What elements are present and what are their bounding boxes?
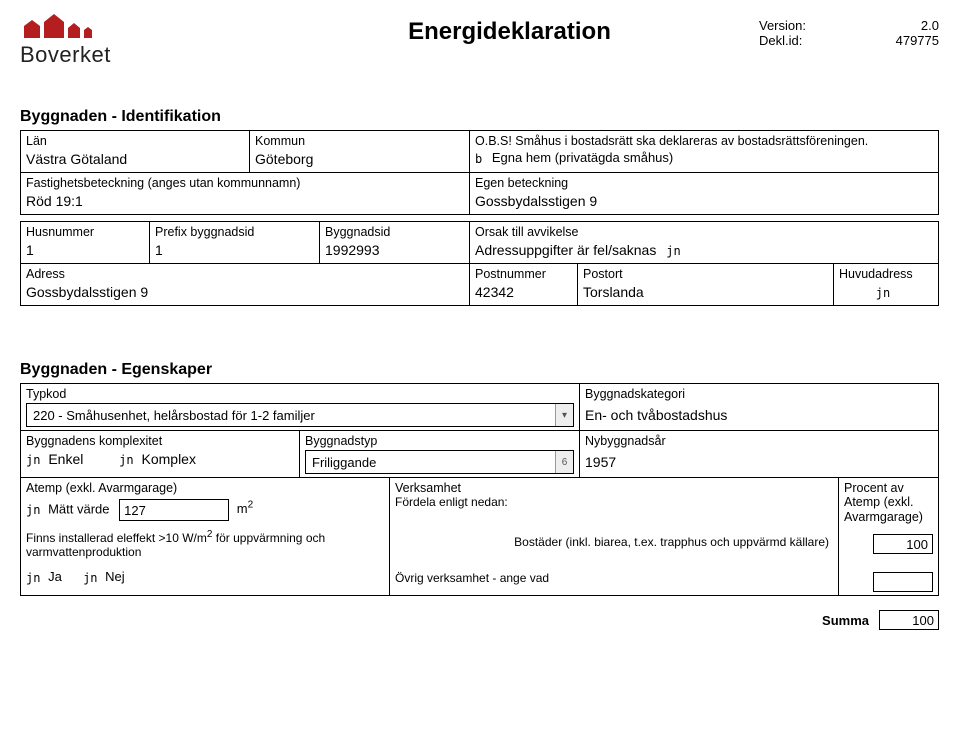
section1-title: Byggnaden - Identifikation	[20, 108, 939, 126]
row-husnr: Husnummer 1 Prefix byggnadsid 1 Byggnads…	[20, 221, 939, 264]
summa-row: Summa 100	[20, 610, 939, 630]
verksamhet-label: Verksamhet	[395, 481, 833, 495]
adress-fel-checkbox[interactable]: jn	[666, 244, 680, 258]
ja-radio[interactable]: jn	[26, 571, 40, 585]
obs-note: O.B.S! Småhus i bostadsrätt ska deklarer…	[475, 134, 933, 148]
page-header: Boverket Energideklaration Version: 2.0 …	[20, 10, 939, 68]
husnr-label: Husnummer	[26, 225, 144, 239]
byggtyp-select[interactable]: Friliggande 6	[305, 450, 574, 474]
pct-bostader[interactable]: 100	[873, 534, 933, 554]
row-atemp-verk-procent: Atemp (exkl. Avarmgarage) jn Mätt värde …	[20, 478, 939, 596]
egna-hem-checkbox[interactable]: b	[475, 152, 482, 166]
row-lan-kommun: Län Västra Götaland Kommun Göteborg O.B.…	[20, 130, 939, 173]
matt-radio[interactable]: jn	[26, 503, 40, 517]
pct-ovrig[interactable]	[873, 572, 933, 592]
typkod-label: Typkod	[26, 387, 574, 401]
declid-value: 479775	[896, 33, 939, 48]
procent-label: Procent av Atemp (exkl. Avarmgarage)	[844, 481, 933, 524]
row-fastighet-egen: Fastighetsbeteckning (anges utan kommunn…	[20, 173, 939, 215]
byggtyp-label: Byggnadstyp	[305, 434, 574, 448]
huvud-checkbox[interactable]: jn	[876, 286, 890, 300]
lan-label: Län	[26, 134, 244, 148]
enkel-label: Enkel	[48, 451, 83, 467]
nej-radio[interactable]: jn	[83, 571, 97, 585]
nej-label: Nej	[105, 569, 125, 584]
page-title-block: Energideklaration	[260, 10, 759, 46]
nyar-label: Nybyggnadsår	[585, 434, 933, 448]
version-label: Version:	[759, 18, 806, 33]
egen-value: Gossbydalsstigen 9	[475, 193, 933, 211]
kommun-value: Göteborg	[255, 151, 464, 169]
postort-value: Torslanda	[583, 284, 828, 302]
version-value: 2.0	[921, 18, 939, 33]
fastighet-value: Röd 19:1	[26, 193, 464, 211]
adress-label: Adress	[26, 267, 464, 281]
m2-label: m2	[237, 501, 253, 516]
ja-label: Ja	[48, 569, 62, 584]
byggid-label: Byggnadsid	[325, 225, 464, 239]
finns-eff-text: Finns installerad eleffekt >10 W/m2 för …	[26, 529, 384, 559]
ovrig-text: Övrig verksamhet - ange vad	[395, 571, 549, 585]
logo-block: Boverket	[20, 10, 260, 68]
komplex-label: Byggnadens komplexitet	[26, 434, 294, 448]
byggtyp-value: Friliggande	[312, 455, 376, 470]
typkod-value: 220 - Småhusenhet, helårsbostad för 1-2 …	[33, 408, 315, 423]
postnr-label: Postnummer	[475, 267, 572, 281]
kategori-value: En- och tvåbostadshus	[585, 407, 933, 425]
prefix-label: Prefix byggnadsid	[155, 225, 314, 239]
nyar-value: 1957	[585, 454, 933, 472]
lan-value: Västra Götaland	[26, 151, 244, 169]
enkel-radio[interactable]: jn	[26, 453, 40, 467]
section2-title: Byggnaden - Egenskaper	[20, 361, 939, 379]
fordela-text: Fördela enligt nedan:	[395, 495, 833, 509]
chevron-down-icon: 6	[555, 451, 573, 473]
logo-houses-icon	[20, 10, 260, 40]
postnr-value: 42342	[475, 284, 572, 302]
row-komplex-typ-ar: Byggnadens komplexitet jn Enkel jn Kompl…	[20, 431, 939, 478]
egen-label: Egen beteckning	[475, 176, 933, 190]
matt-value-input[interactable]: 127	[119, 499, 229, 521]
fastighet-label: Fastighetsbeteckning (anges utan kommunn…	[26, 176, 464, 190]
huvud-label: Huvudadress	[839, 267, 933, 281]
adress-fel-label: Adressuppgifter är fel/saknas	[475, 242, 656, 258]
komplex-radio[interactable]: jn	[119, 453, 133, 467]
declid-label: Dekl.id:	[759, 33, 802, 48]
chevron-down-icon: ▾	[555, 404, 573, 426]
komplex-option-label: Komplex	[142, 451, 196, 467]
summa-value: 100	[879, 610, 939, 630]
typkod-select[interactable]: 220 - Småhusenhet, helårsbostad för 1-2 …	[26, 403, 574, 427]
summa-label: Summa	[822, 613, 869, 628]
orsak-label: Orsak till avvikelse	[475, 225, 933, 239]
row-adress: Adress Gossbydalsstigen 9 Postnummer 423…	[20, 264, 939, 306]
kategori-label: Byggnadskategori	[585, 387, 933, 401]
prefix-value: 1	[155, 242, 314, 260]
adress-value: Gossbydalsstigen 9	[26, 284, 464, 302]
matt-varde-label: Mätt värde	[48, 501, 109, 516]
page-title: Energideklaration	[260, 18, 759, 46]
bostader-text: Bostäder (inkl. biarea, t.ex. trapphus o…	[395, 535, 833, 549]
atemp-label: Atemp (exkl. Avarmgarage)	[26, 481, 384, 495]
meta-block: Version: 2.0 Dekl.id: 479775	[759, 10, 939, 48]
kommun-label: Kommun	[255, 134, 464, 148]
row-typkod-kategori: Typkod 220 - Småhusenhet, helårsbostad f…	[20, 383, 939, 431]
postort-label: Postort	[583, 267, 828, 281]
husnr-value: 1	[26, 242, 144, 260]
egna-hem-label: Egna hem (privatägda småhus)	[492, 150, 673, 165]
logo-word: Boverket	[20, 42, 260, 68]
byggid-value: 1992993	[325, 242, 464, 260]
